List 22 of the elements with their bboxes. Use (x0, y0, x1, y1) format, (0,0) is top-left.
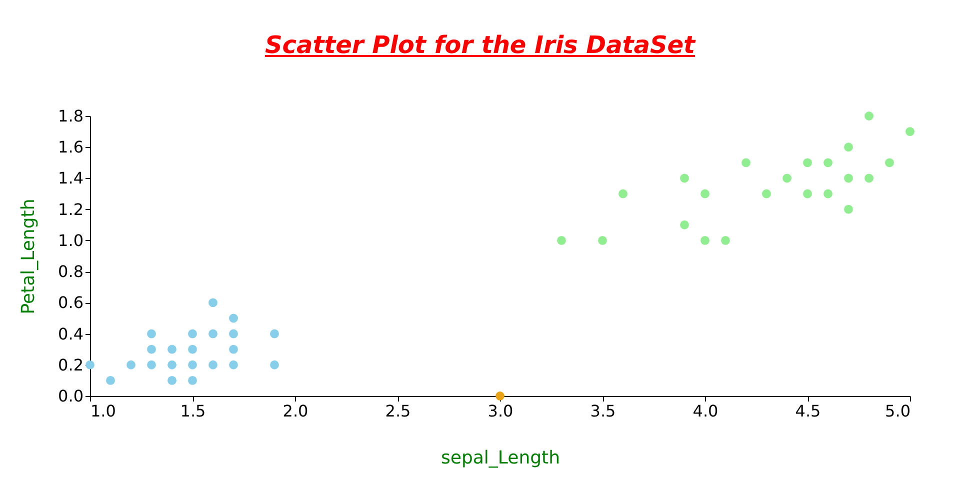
x-tick-label: 4.5 (795, 402, 821, 420)
x-axis-title: sepal_Length (441, 448, 560, 468)
y-tick-label: 1.4 (58, 168, 84, 188)
x-tick-label: 2.5 (385, 402, 411, 420)
y-tick-label: 1.8 (58, 106, 84, 126)
y-tick-label: 0.0 (58, 386, 84, 406)
y-tick-label: 1.2 (58, 200, 84, 219)
chart-title: Scatter Plot for the Iris DataSet (264, 31, 696, 59)
x-tick-label: 1.0 (90, 402, 116, 420)
x-tick-label: 2.0 (282, 402, 308, 420)
x-tick-label: 3.5 (590, 402, 616, 420)
y-tick-label: 1.6 (58, 138, 84, 157)
y-tick-label: 0.4 (58, 324, 84, 344)
x-tick-label: 1.5 (180, 402, 206, 420)
x-tick-label: 3.0 (488, 402, 514, 420)
x-tick-label: 4.0 (692, 402, 718, 420)
y-tick-label: 0.8 (58, 262, 84, 282)
y-axis-title: Petal_Length (18, 198, 40, 314)
y-tick-label: 0.6 (58, 293, 84, 312)
y-tick-label: 1.0 (58, 230, 84, 250)
x-tick-label: 5.0 (885, 402, 910, 420)
y-tick-label: 0.2 (58, 355, 84, 374)
